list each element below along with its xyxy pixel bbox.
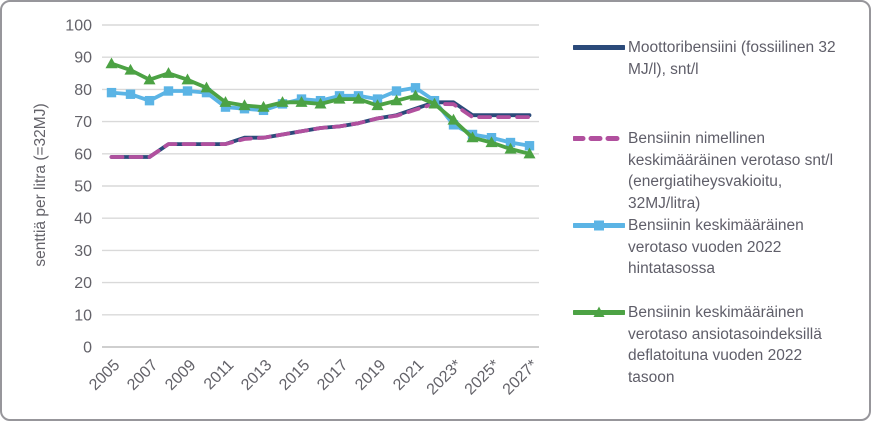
series-marker xyxy=(485,136,498,148)
series-marker xyxy=(390,94,403,106)
y-tick-label: 40 xyxy=(74,211,92,228)
series-marker xyxy=(410,83,421,93)
series-marker xyxy=(181,73,194,85)
legend-sample-glyph xyxy=(573,306,625,317)
legend-item-nimellinen-verotaso: Bensiinin nimellinen keskimääräinen vero… xyxy=(573,128,843,214)
series-marker xyxy=(143,73,156,85)
series-marker xyxy=(448,120,459,130)
series-marker xyxy=(295,96,308,107)
x-tick-label: 2021 xyxy=(390,357,427,394)
navy-solid-line-icon xyxy=(573,37,625,58)
legend-label: Bensiinin keskimääräinen verotaso vuoden… xyxy=(628,217,804,277)
series-marker xyxy=(162,67,175,78)
series-line-3 xyxy=(109,61,532,156)
y-tick-label: 20 xyxy=(74,275,92,292)
x-tick-label: 2011 xyxy=(201,357,237,393)
series-marker xyxy=(106,87,117,98)
series-marker xyxy=(257,100,270,112)
magenta-dashed-line-icon xyxy=(573,128,625,149)
legend-label: Moottoribensiini (fossiilinen 32 MJ/l), … xyxy=(628,39,836,78)
x-tick-label: 2027* xyxy=(500,357,542,399)
legend-item-moottoribensiini: Moottoribensiini (fossiilinen 32 MJ/l), … xyxy=(573,37,843,80)
y-tick-label: 30 xyxy=(74,243,92,260)
x-tick-label: 2025* xyxy=(462,357,504,399)
series-line-1 xyxy=(109,102,532,159)
chart-legend: Moottoribensiini (fossiilinen 32 MJ/l), … xyxy=(573,2,865,419)
y-axis-title: senttiä per litra (=32MJ) xyxy=(32,103,49,267)
series-marker xyxy=(125,89,136,99)
series-marker xyxy=(333,92,346,104)
x-tick-label: 2009 xyxy=(162,357,199,394)
y-tick-label: 80 xyxy=(74,82,92,99)
y-tick-label: 0 xyxy=(83,340,92,357)
x-tick-label: 2015 xyxy=(276,357,313,394)
series-marker xyxy=(163,86,174,96)
y-tick-label: 100 xyxy=(65,18,92,35)
x-tick-label: 2017 xyxy=(314,357,351,394)
legend-sample-glyph xyxy=(573,136,625,141)
y-tick-label: 90 xyxy=(74,50,92,67)
series-marker xyxy=(220,102,231,112)
series-marker xyxy=(505,137,516,148)
series-marker xyxy=(200,81,213,93)
x-tick-label: 2019 xyxy=(352,357,389,394)
series-marker xyxy=(124,63,137,75)
series-marker xyxy=(391,86,402,96)
x-tick-label: 2013 xyxy=(238,357,275,394)
legend-item-verotaso-ansiotasoindeksi: Bensiinin keskimääräinen verotaso ansiot… xyxy=(573,302,843,388)
series-marker xyxy=(201,87,212,98)
legend-item-verotaso-2022-hintataso: Bensiinin keskimääräinen verotaso vuoden… xyxy=(573,215,843,280)
series-marker xyxy=(524,141,535,151)
series-marker xyxy=(238,99,251,111)
series-marker xyxy=(105,57,118,69)
x-tick-label: 2007 xyxy=(124,357,161,394)
y-tick-label: 10 xyxy=(74,307,92,324)
series-marker xyxy=(447,113,460,125)
series-marker xyxy=(523,147,536,159)
y-tick-label: 70 xyxy=(74,114,92,131)
green-triangle-marker-line-icon xyxy=(573,302,625,323)
legend-sample-glyph xyxy=(573,45,625,50)
series-marker xyxy=(409,89,422,101)
legend-label: Bensiinin nimellinen keskimääräinen vero… xyxy=(628,130,834,212)
series-marker xyxy=(371,99,384,111)
series-marker xyxy=(352,92,365,104)
series-marker xyxy=(314,97,327,109)
series-marker xyxy=(466,131,479,143)
y-tick-label: 60 xyxy=(74,146,92,163)
x-tick-label: 2023* xyxy=(424,357,466,399)
legend-label: Bensiinin keskimääräinen verotaso ansiot… xyxy=(628,304,822,386)
series-marker xyxy=(144,95,155,106)
series-marker xyxy=(504,142,517,154)
series-marker xyxy=(219,96,232,107)
legend-sample-glyph xyxy=(573,220,625,231)
series-marker xyxy=(372,94,383,104)
series-marker xyxy=(428,97,441,109)
series-marker xyxy=(276,96,289,107)
blue-square-marker-line-icon xyxy=(573,215,625,236)
y-tick-label: 50 xyxy=(74,179,92,196)
series-marker xyxy=(182,86,193,96)
x-tick-label: 2005 xyxy=(86,357,123,394)
